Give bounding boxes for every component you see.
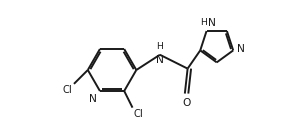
Text: N: N [89,94,97,104]
Text: N: N [156,55,164,65]
Text: N: N [237,44,245,54]
Text: Cl: Cl [134,109,144,119]
Text: H: H [156,42,163,51]
Text: O: O [182,98,191,108]
Text: Cl: Cl [63,85,73,95]
Text: H: H [200,18,207,27]
Text: N: N [208,18,216,28]
